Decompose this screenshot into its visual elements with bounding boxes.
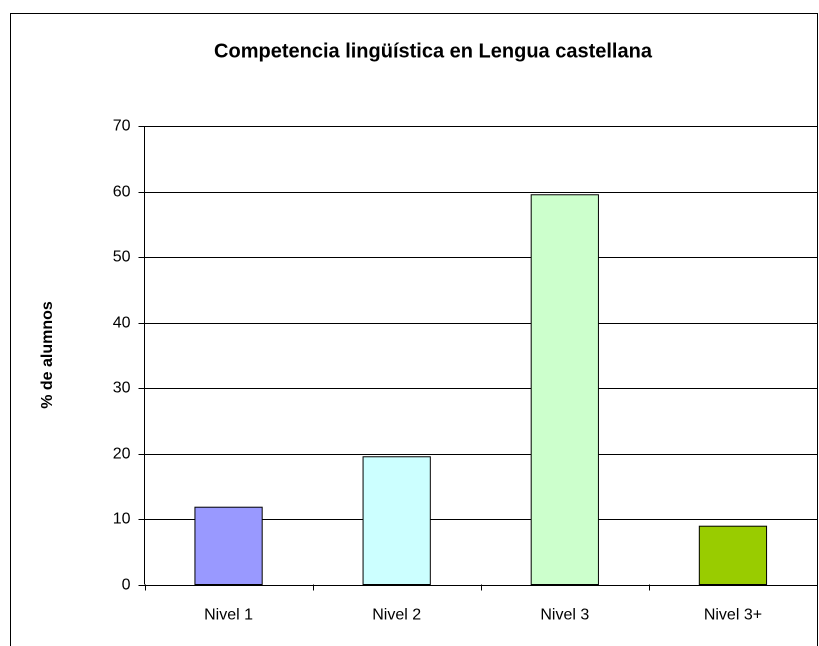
x-tick-label: Nivel 3+	[704, 607, 762, 624]
y-tick-label: 60	[113, 184, 131, 201]
x-tick-label: Nivel 1	[204, 607, 253, 624]
y-axis-label: % de alumnos	[39, 301, 56, 409]
x-tick-label: Nivel 3	[540, 607, 589, 624]
bar	[362, 456, 431, 585]
chart-border	[10, 13, 818, 646]
y-tick-label: 0	[122, 577, 131, 594]
y-tick-label: 50	[113, 249, 131, 266]
y-tick-label: 70	[113, 118, 131, 135]
bar	[194, 506, 263, 585]
bar	[530, 194, 599, 585]
y-tick-label: 10	[113, 511, 131, 528]
chart-title: Competencia lingüística en Lengua castel…	[214, 40, 653, 62]
y-tick-label: 30	[113, 380, 131, 397]
y-tick-label: 20	[113, 446, 131, 463]
x-tick-label: Nivel 2	[372, 607, 421, 624]
y-tick-label: 40	[113, 315, 131, 332]
bar	[698, 525, 768, 586]
